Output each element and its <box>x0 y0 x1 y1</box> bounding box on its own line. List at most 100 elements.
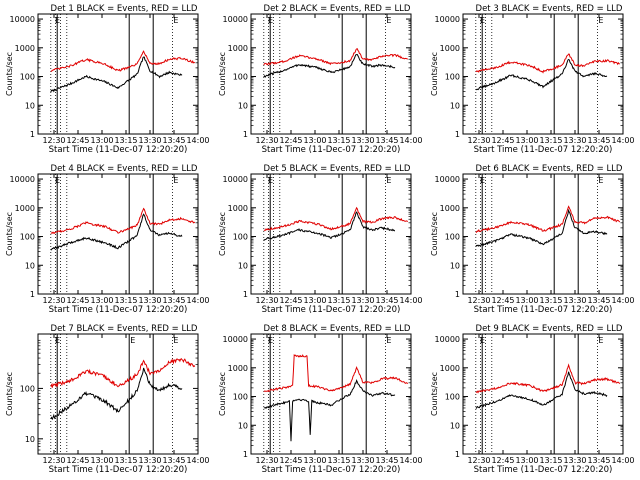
marker-label: E <box>268 176 273 185</box>
x-tick-label: 13:45 <box>162 136 185 145</box>
x-tick-label: 12:45 <box>66 296 89 305</box>
y-tick-label: 1000 <box>228 204 248 213</box>
x-tick-label: 13:30 <box>351 456 374 465</box>
series-line-lld <box>475 205 621 233</box>
x-tick-label: 13:00 <box>303 296 326 305</box>
x-tick-label: 12:45 <box>491 296 514 305</box>
x-tick-label: 14:00 <box>611 296 634 305</box>
series-line-events <box>263 211 395 241</box>
x-tick-label: 14:00 <box>611 456 634 465</box>
y-tick-label: 10 <box>25 101 35 110</box>
plot-frame <box>37 173 199 295</box>
series-line-lld <box>50 357 196 388</box>
chart-panel: Det 4 BLACK = Events, RED = LLD E E 12:30 12… <box>5 164 210 315</box>
x-tick-label: 13:00 <box>515 456 538 465</box>
x-tick-label: 12:45 <box>279 456 302 465</box>
chart-title: Det 5 BLACK = Events, RED = LLD <box>264 164 411 174</box>
y-tick-label: 1 <box>455 290 460 299</box>
series-line-events <box>50 213 183 251</box>
y-tick-label: 10 <box>238 261 248 270</box>
y-tick-label: 1000 <box>440 364 460 373</box>
x-tick-label: 12:30 <box>255 136 278 145</box>
y-tick-label: 10 <box>238 421 248 430</box>
y-tick-label: 1000 <box>15 44 35 53</box>
x-axis-label: Start Time (11-Dec-07 12:20:20) <box>262 145 401 155</box>
x-tick-label: 12:45 <box>66 136 89 145</box>
chart-panel: Det 5 BLACK = Events, RED = LLD E E 12:30 12… <box>218 164 423 315</box>
chart-title: Det 1 BLACK = Events, RED = LLD <box>51 4 198 14</box>
marker-label: E <box>480 176 485 185</box>
x-tick-label: 13:45 <box>162 296 185 305</box>
x-tick-label: 13:00 <box>303 456 326 465</box>
y-tick-label: 10000 <box>435 15 460 24</box>
x-tick-label: 14:00 <box>611 136 634 145</box>
series-line-events <box>475 208 608 247</box>
x-tick-label: 13:15 <box>539 296 562 305</box>
marker-label: E <box>173 336 178 345</box>
x-tick-label: 12:30 <box>255 296 278 305</box>
y-tick-label: 1 <box>243 450 248 459</box>
y-tick-label: 10000 <box>223 335 248 344</box>
x-tick-label: 13:00 <box>515 296 538 305</box>
y-tick-label: 1 <box>30 290 35 299</box>
y-axis-label: Counts/sec <box>218 372 227 416</box>
y-tick-label: 100 <box>445 393 460 402</box>
x-tick-label: 13:00 <box>90 296 113 305</box>
x-tick-label: 13:45 <box>162 456 185 465</box>
x-tick-label: 12:30 <box>467 456 490 465</box>
series-line-lld <box>263 48 409 66</box>
x-tick-label: 12:45 <box>279 296 302 305</box>
x-tick-label: 12:30 <box>467 136 490 145</box>
y-tick-label: 1000 <box>440 44 460 53</box>
y-tick-label: 10 <box>25 435 35 444</box>
plot-frame <box>250 333 412 455</box>
x-tick-label: 14:00 <box>186 136 209 145</box>
x-tick-label: 13:45 <box>375 456 398 465</box>
x-tick-label: 12:30 <box>42 456 65 465</box>
x-tick-label: 12:45 <box>491 456 514 465</box>
y-tick-label: 1 <box>455 130 460 139</box>
plot-frame <box>250 173 412 295</box>
x-tick-label: 13:30 <box>138 136 161 145</box>
x-tick-label: 13:15 <box>114 136 137 145</box>
series-line-events <box>263 379 396 442</box>
chart-panel: Det 1 BLACK = Events, RED = LLD E E 12:30 12… <box>5 4 210 155</box>
x-tick-label: 13:30 <box>563 136 586 145</box>
y-axis-label: Counts/sec <box>430 52 439 96</box>
y-tick-label: 100 <box>445 73 460 82</box>
x-tick-label: 12:45 <box>491 136 514 145</box>
x-tick-label: 13:30 <box>351 136 374 145</box>
chart-title: Det 2 BLACK = Events, RED = LLD <box>264 4 411 14</box>
y-tick-label: 1 <box>243 290 248 299</box>
x-tick-label: 13:45 <box>587 136 610 145</box>
y-tick-label: 10 <box>450 101 460 110</box>
x-tick-label: 13:30 <box>563 296 586 305</box>
y-tick-label: 1 <box>30 130 35 139</box>
y-tick-label: 100 <box>233 73 248 82</box>
x-tick-label: 14:00 <box>186 296 209 305</box>
marker-label: E <box>55 336 60 345</box>
marker-label: E <box>55 176 60 185</box>
series-line-lld <box>263 206 409 231</box>
y-tick-label: 100 <box>20 233 35 242</box>
marker-label: E <box>173 176 178 185</box>
x-axis-label: Start Time (11-Dec-07 12:20:20) <box>49 305 188 315</box>
marker-label: E <box>386 16 391 25</box>
y-tick-label: 1000 <box>15 204 35 213</box>
marker-label: E <box>480 336 485 345</box>
x-tick-label: 13:00 <box>90 456 113 465</box>
x-tick-label: 13:45 <box>375 136 398 145</box>
marker-label: E <box>386 176 391 185</box>
x-axis-label: Start Time (11-Dec-07 12:20:20) <box>49 465 188 475</box>
marker-label: E <box>598 336 603 345</box>
x-tick-label: 14:00 <box>186 456 209 465</box>
series-line-events <box>263 53 396 78</box>
x-tick-label: 13:15 <box>327 136 350 145</box>
y-tick-label: 10000 <box>435 175 460 184</box>
y-axis-label: Counts/sec <box>430 372 439 416</box>
x-tick-label: 13:45 <box>375 296 398 305</box>
y-tick-label: 100 <box>20 384 35 393</box>
y-tick-label: 100 <box>20 73 35 82</box>
y-axis-label: Counts/sec <box>5 372 14 416</box>
